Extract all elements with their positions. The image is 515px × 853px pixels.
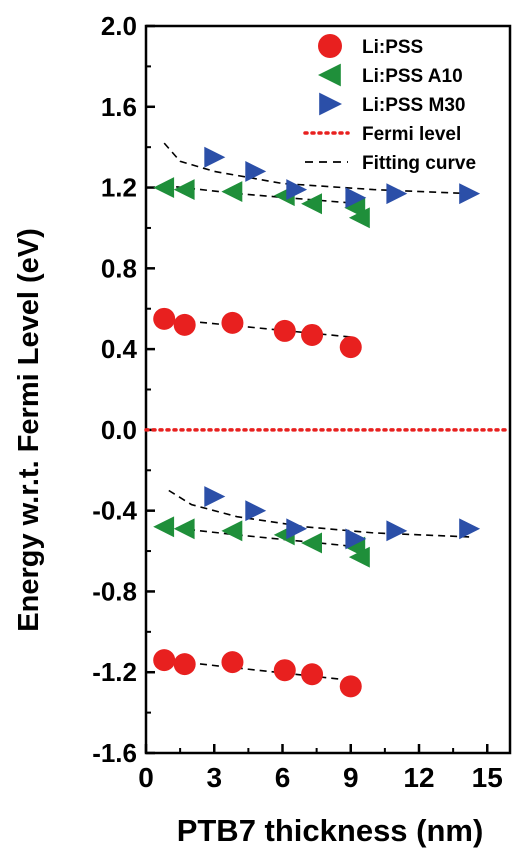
legend-li-pss-m30-swatch bbox=[319, 92, 342, 116]
y-tick-label: 0.8 bbox=[101, 253, 137, 283]
x-tick-label: 3 bbox=[206, 762, 222, 793]
li-pss-m30-lower-point bbox=[245, 500, 267, 522]
y-tick-label: 0.4 bbox=[101, 334, 138, 364]
axes-layer: 2.0 1.6 1.2 0.8 0.4 0.0 -0.4 -0.8 -1.2 -1.60 3 6 9 12… bbox=[92, 11, 512, 793]
y-tick-label: -0.4 bbox=[92, 496, 137, 526]
li-pss-a10-lower-point bbox=[153, 516, 175, 538]
y-tick-label: 1.2 bbox=[101, 173, 137, 203]
li-pss-m30-lower-point bbox=[345, 528, 367, 550]
x-tick-label: 0 bbox=[138, 762, 154, 793]
li-pss-lower-point bbox=[273, 659, 296, 682]
legend-li-pss-m30-label: Li:PSS M30 bbox=[362, 95, 465, 116]
li-pss-m30-upper-point bbox=[286, 179, 308, 200]
y-tick-label: -1.2 bbox=[92, 657, 137, 687]
li-pss-lower-point bbox=[301, 663, 324, 686]
li-pss-a10-upper-point bbox=[221, 181, 243, 202]
li-pss-upper-point bbox=[301, 323, 324, 346]
legend-li-pss-swatch bbox=[318, 34, 342, 58]
li-pss-a10-lower-point bbox=[221, 520, 243, 542]
x-axis-title: PTB7 thickness (nm) bbox=[177, 813, 484, 848]
li-pss-upper-point bbox=[273, 319, 296, 342]
fitting-curve bbox=[168, 489, 470, 538]
li-pss-m30-lower-point bbox=[459, 518, 481, 540]
li-pss-m30-upper-point bbox=[459, 183, 481, 205]
li-pss-upper-point bbox=[221, 311, 244, 334]
x-tick-label: 12 bbox=[403, 762, 434, 793]
li-pss-m30-lower-point bbox=[286, 518, 308, 540]
li-pss-m30-upper-point bbox=[345, 187, 367, 209]
data-points-layer bbox=[153, 146, 481, 698]
li-pss-upper-point bbox=[173, 313, 196, 336]
li-pss-lower-point bbox=[153, 649, 176, 672]
y-tick-label: -0.8 bbox=[92, 576, 137, 606]
li-pss-m30-upper-point bbox=[204, 146, 226, 168]
legend-li-pss-a10-swatch bbox=[318, 63, 341, 87]
li-pss-a10-upper-point bbox=[348, 207, 370, 229]
legend-li-pss-label: Li:PSS bbox=[362, 37, 423, 58]
li-pss-upper-point bbox=[339, 336, 362, 359]
legend: Li:PSS Li:PSS A10 Li:PSS M30 Fermi level Fit… bbox=[303, 34, 476, 174]
li-pss-a10-lower-point bbox=[348, 546, 370, 568]
li-pss-a10-upper-point bbox=[301, 193, 322, 215]
y-tick-label: 1.6 bbox=[101, 92, 137, 122]
legend-li-pss-a10-label: Li:PSS A10 bbox=[362, 66, 463, 87]
x-tick-label: 6 bbox=[275, 762, 291, 793]
li-pss-m30-upper-point bbox=[386, 183, 408, 205]
li-pss-upper-point bbox=[153, 307, 176, 330]
y-tick-label: 2.0 bbox=[101, 11, 137, 41]
li-pss-lower-point bbox=[221, 651, 244, 674]
li-pss-a10-upper-point bbox=[153, 177, 175, 198]
li-pss-a10-lower-point bbox=[301, 532, 322, 554]
legend-fermi-level-label: Fermi level bbox=[362, 124, 461, 145]
li-pss-m30-lower-point bbox=[386, 520, 408, 542]
li-pss-m30-upper-point bbox=[245, 161, 267, 182]
li-pss-lower-point bbox=[339, 675, 362, 698]
li-pss-m30-lower-point bbox=[204, 486, 226, 507]
x-tick-label: 9 bbox=[343, 762, 359, 793]
fitting-curves-layer bbox=[163, 142, 470, 682]
li-pss-a10-lower-point bbox=[173, 518, 195, 540]
li-pss-a10-upper-point bbox=[173, 179, 195, 200]
li-pss-lower-point bbox=[173, 653, 196, 676]
y-axis-title: Energy w.r.t. Fermi Level (eV) bbox=[13, 228, 45, 631]
y-tick-label: -1.6 bbox=[92, 738, 137, 768]
x-tick-label: 15 bbox=[472, 762, 503, 793]
y-tick-label: 0.0 bbox=[101, 415, 137, 445]
legend-fitting-curve-label: Fitting curve bbox=[362, 153, 476, 174]
